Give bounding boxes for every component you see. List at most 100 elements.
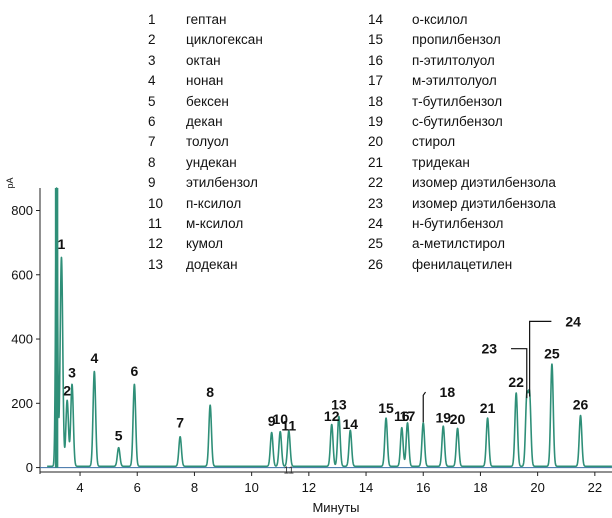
legend-compound-name: п-этилтолуол [412, 52, 495, 68]
callout-label: 23 [481, 341, 497, 357]
legend-compound-name: о-ксилол [412, 12, 468, 27]
legend-number: 13 [148, 256, 164, 272]
y-tick-label: 400 [11, 332, 33, 347]
legend-number: 3 [148, 52, 156, 68]
peak-label: 10 [272, 411, 288, 427]
legend-number: 15 [368, 32, 384, 48]
legend-number: 25 [368, 236, 384, 252]
callout-leader [511, 348, 528, 399]
compound-legend-left: 1 гептан 2 циклогексан 3 октан 4 нонан 5 бексен 6 д… [148, 10, 348, 280]
peak-label: 15 [378, 400, 394, 416]
x-tick-label: 12 [302, 480, 316, 495]
legend-number: 26 [368, 256, 384, 272]
legend-compound-name: додекан [186, 256, 238, 272]
legend-number: 6 [148, 114, 156, 129]
peak-label: 2 [63, 382, 71, 398]
legend-compound-name: нонан [186, 73, 224, 89]
peak-label: 21 [480, 400, 496, 416]
x-tick-label: 16 [416, 480, 430, 495]
compound-legend-right: 14 о-ксилол 15 пропилбензол 16 п-этилтолуол 17… [368, 10, 608, 280]
legend-compound-name: н-бутилбензол [412, 216, 504, 231]
legend-number: 17 [368, 73, 384, 89]
legend-compound-name: декан [186, 114, 223, 129]
legend-compound-name: а-метилстирол [412, 236, 506, 252]
y-tick-label: 600 [11, 267, 33, 282]
legend-compound-name: стирол [412, 134, 456, 150]
peak-label: 8 [206, 384, 214, 400]
x-tick-label: 6 [134, 480, 141, 495]
legend-number: 12 [148, 236, 164, 252]
legend-number: 11 [148, 216, 163, 231]
legend-compound-name: толуол [186, 134, 229, 150]
y-axis-unit: pA [5, 177, 15, 188]
legend-compound-name: ундекан [186, 154, 237, 170]
peak-label: 9 [268, 413, 276, 429]
legend-compound-name: октан [186, 52, 221, 68]
x-tick-label: 10 [244, 480, 258, 495]
peak-label: 12 [324, 408, 340, 424]
legend-number: 23 [368, 195, 384, 211]
peak-callouts: 18 23 24 [422, 313, 581, 423]
peak-label: 7 [176, 414, 184, 430]
legend-compound-name: м-ксилол [186, 216, 244, 231]
legend-number: 8 [148, 154, 156, 170]
legend-number: 19 [368, 114, 384, 129]
peak-label: 13 [331, 397, 347, 413]
x-tick-label: 18 [473, 480, 487, 495]
x-axis-label: Минуты [312, 500, 359, 515]
legend-number: 7 [148, 134, 156, 150]
legend-compound-name: изомер диэтилбензола [412, 195, 556, 211]
legend-number: 4 [148, 73, 156, 89]
legend-compound-name: гептан [186, 12, 227, 27]
legend-compound-name: этилбензол [186, 175, 258, 191]
legend-number: 20 [368, 134, 384, 150]
legend-number: 9 [148, 175, 156, 191]
legend-compound-name: изомер диэтилбензола [412, 175, 556, 191]
legend-compound-name: м-этилтолуол [412, 73, 497, 89]
peak-label: 5 [115, 427, 123, 443]
x-tick-label: 22 [588, 480, 602, 495]
peak-label: 22 [508, 374, 524, 390]
chromatogram-trace [46, 187, 612, 468]
legend-compound-name: кумол [186, 236, 224, 252]
peak-label: 6 [130, 363, 138, 379]
baseline-marker: 11 [284, 466, 295, 477]
legend-number: 22 [368, 175, 384, 191]
peak-label: 11 [281, 418, 296, 434]
trace-layer: 11 [40, 187, 612, 477]
legend-compound-name: фенилацетилен [412, 256, 513, 272]
peak-label: 26 [573, 397, 589, 413]
legend-compound-name: пропилбензол [412, 32, 501, 48]
peak-label: 16 [394, 408, 410, 424]
legend-compound-name: циклогексан [186, 32, 263, 48]
peak-label: 20 [450, 411, 466, 427]
legend-number: 10 [148, 195, 164, 211]
peak-label: 14 [343, 416, 359, 432]
y-tick-label: 800 [11, 203, 33, 218]
y-tick-label: 200 [11, 396, 33, 411]
peak-label: 4 [90, 350, 98, 366]
callout-leader [529, 320, 552, 397]
legend-number: 2 [148, 32, 156, 48]
legend-number: 21 [368, 154, 384, 170]
legend-compound-name: с-бутилбензол [412, 114, 503, 129]
legend-compound-name: п-ксилол [186, 195, 242, 211]
peak-label: 1 [58, 236, 66, 252]
peak-label: 19 [435, 410, 451, 426]
legend-number: 1 [148, 12, 156, 27]
callout-leader [422, 391, 427, 423]
x-tick-label: 8 [191, 480, 198, 495]
callout-label: 18 [440, 384, 456, 400]
peak-label: 25 [544, 345, 560, 361]
callout-label: 24 [565, 313, 581, 329]
legend-number: 18 [368, 93, 384, 109]
legend-compound-name: т-бутилбензол [412, 93, 503, 109]
x-tick-label: 4 [76, 480, 83, 495]
legend-number: 14 [368, 12, 384, 27]
x-tick-label: 14 [359, 480, 373, 495]
legend-number: 5 [148, 93, 156, 109]
legend-compound-name: тридекан [412, 154, 470, 170]
